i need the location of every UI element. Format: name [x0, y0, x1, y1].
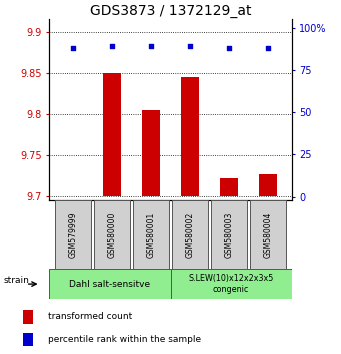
Bar [49, 269, 170, 299]
Point [148, 44, 154, 49]
Bar [170, 269, 292, 299]
Text: GSM580004: GSM580004 [264, 211, 272, 258]
Text: GSM580001: GSM580001 [147, 211, 155, 258]
Bar [103, 73, 121, 196]
Bar [250, 200, 286, 269]
Point [265, 45, 271, 51]
Text: transformed count: transformed count [48, 312, 132, 321]
Text: S.LEW(10)x12x2x3x5
congenic: S.LEW(10)x12x2x3x5 congenic [188, 274, 274, 294]
Bar [23, 333, 33, 347]
Point [226, 45, 232, 51]
Text: GSM580002: GSM580002 [186, 211, 194, 258]
Text: GSM580000: GSM580000 [107, 211, 116, 258]
Bar [142, 110, 160, 196]
Bar [94, 200, 130, 269]
Title: GDS3873 / 1372129_at: GDS3873 / 1372129_at [90, 5, 251, 18]
Text: strain: strain [4, 276, 30, 285]
Point [70, 45, 76, 51]
Text: Dahl salt-sensitve: Dahl salt-sensitve [70, 280, 150, 289]
Bar [181, 77, 199, 196]
Bar [260, 174, 277, 196]
Text: GSM580003: GSM580003 [225, 211, 234, 258]
Bar [55, 200, 91, 269]
Bar [211, 200, 247, 269]
Text: GSM579999: GSM579999 [69, 211, 77, 258]
Bar [220, 178, 238, 196]
Bar [23, 310, 33, 324]
Bar [172, 200, 208, 269]
Point [109, 44, 115, 49]
Bar [133, 200, 169, 269]
Point [187, 44, 193, 49]
Text: percentile rank within the sample: percentile rank within the sample [48, 335, 201, 344]
